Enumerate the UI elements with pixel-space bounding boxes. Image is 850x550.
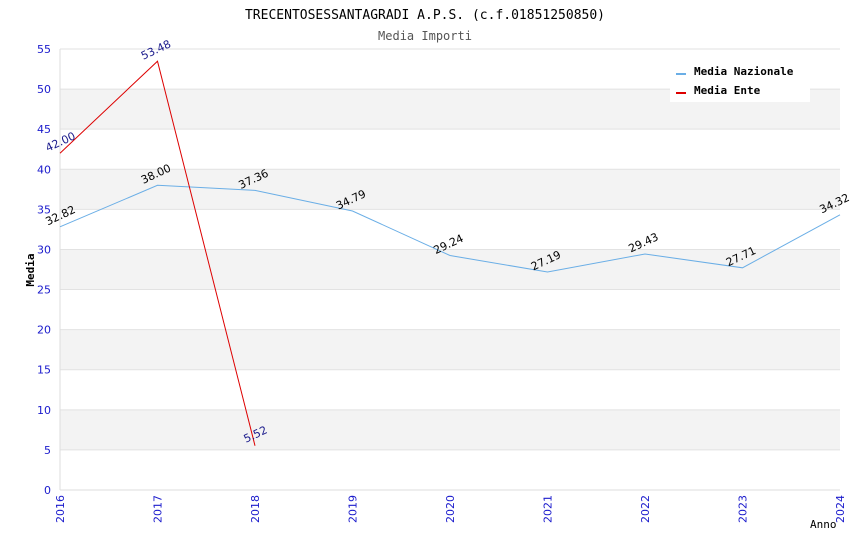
x-tick-label: 2020 — [444, 495, 457, 523]
x-tick-label: 2018 — [249, 495, 262, 523]
series-line — [59, 60, 256, 446]
y-tick-label: 55 — [37, 43, 51, 56]
y-tick-label: 25 — [37, 284, 51, 297]
grid-band — [60, 169, 840, 210]
series-line — [59, 184, 841, 273]
grid-band — [60, 409, 840, 450]
x-tick-label: 2021 — [542, 495, 555, 523]
legend: Media Nazionale Media Ente — [670, 60, 810, 102]
y-tick-label: 5 — [44, 444, 51, 457]
x-tick-labels: 2016 2017 2018 2019 2020 2021 2022 2023 2024 — [54, 495, 847, 523]
data-label: 53.48 — [139, 37, 173, 62]
chart-subtitle: Media Importi — [378, 29, 472, 43]
grid-lines — [60, 48, 840, 451]
x-tick-label: 2016 — [54, 495, 67, 523]
legend-label: Media Ente — [694, 84, 761, 97]
x-tick-label: 2024 — [834, 495, 847, 523]
grid-band — [60, 249, 840, 290]
y-tick-label: 10 — [37, 404, 51, 417]
x-tick-label: 2017 — [152, 495, 165, 523]
y-tick-label: 15 — [37, 364, 51, 377]
y-tick-label: 30 — [37, 243, 51, 256]
y-tick-label: 40 — [37, 163, 51, 176]
chart-title: TRECENTOSESSANTAGRADI A.P.S. (c.f.018512… — [245, 8, 605, 23]
y-tick-label: 20 — [37, 324, 51, 337]
grid-band — [60, 329, 840, 370]
grid-bands — [60, 89, 840, 450]
x-tick-label: 2023 — [737, 495, 750, 523]
y-tick-label: 45 — [37, 123, 51, 136]
legend-box — [670, 60, 810, 102]
y-tick-label: 50 — [37, 83, 51, 96]
y-tick-label: 0 — [44, 484, 51, 497]
x-axis-label: Anno — [810, 518, 837, 531]
x-tick-label: 2022 — [639, 495, 652, 523]
y-axis-label: Media — [24, 253, 37, 286]
y-tick-labels: 0 5 10 15 20 25 30 35 40 45 50 55 — [37, 43, 51, 497]
x-tick-label: 2019 — [347, 495, 360, 523]
y-tick-label: 35 — [37, 203, 51, 216]
legend-label: Media Nazionale — [694, 65, 794, 78]
